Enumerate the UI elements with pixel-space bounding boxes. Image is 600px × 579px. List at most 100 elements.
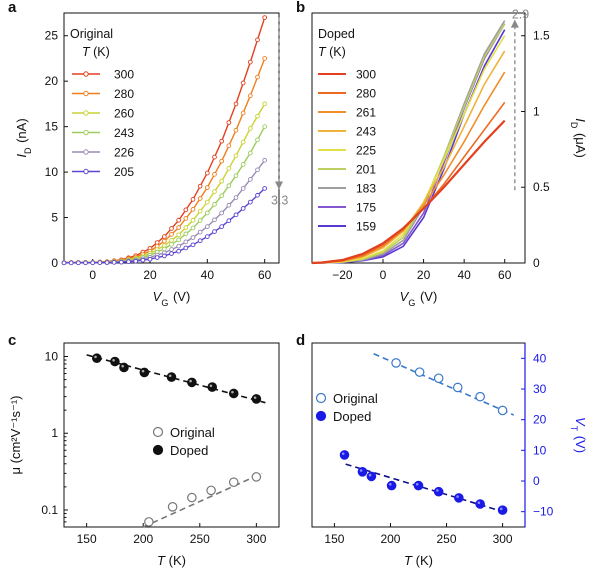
data-point-205 — [204, 234, 210, 239]
data-point-highlight — [121, 364, 124, 368]
x-tick-label: −20 — [332, 268, 353, 282]
xlabel-unit: (V) — [416, 289, 437, 304]
y-tick-label: 15 — [45, 120, 59, 134]
legend-marker-226 — [83, 149, 89, 155]
data-point-243 — [240, 162, 246, 167]
data-point-205 — [83, 260, 88, 266]
data-point-300 — [219, 138, 225, 144]
data-point-205 — [176, 248, 182, 254]
data-point-260 — [183, 225, 189, 230]
panel-c-xlabel: T (K) — [157, 553, 186, 568]
data-point-280 — [204, 185, 210, 190]
data-point-205 — [104, 260, 110, 265]
data-point-300 — [247, 59, 253, 65]
data-point-Doped — [357, 466, 368, 477]
ratio-arrow-head — [275, 181, 283, 190]
data-point-280 — [190, 207, 196, 212]
data-point-highlight — [388, 483, 392, 486]
data-point-highlight — [253, 396, 257, 399]
data-point-Original — [187, 492, 197, 503]
panel-letter-d: d — [296, 332, 305, 349]
data-point-205 — [126, 259, 131, 265]
legend-title-unit: (K) — [90, 45, 110, 59]
data-point-260 — [190, 217, 196, 223]
data-point-280 — [255, 74, 260, 80]
data-point-243 — [233, 173, 239, 179]
data-point-243 — [169, 242, 174, 247]
ylabel-unit: (μA) — [573, 129, 588, 157]
data-point-Doped — [92, 353, 102, 364]
data-point-Doped — [187, 377, 197, 388]
data-point-243 — [190, 225, 196, 231]
x-tick-label: 200 — [380, 532, 400, 546]
data-point-highlight — [436, 489, 439, 492]
y-tick-label: 0.5 — [533, 180, 550, 194]
data-point-205 — [190, 242, 196, 248]
panel-a-legend-title: T (K) — [82, 45, 110, 59]
panel-b-axes: −20 0 20 40 60 0 0.5 1 1.5 — [332, 29, 550, 282]
x-tick-label: 250 — [437, 532, 457, 546]
data-point-260 — [169, 237, 174, 243]
data-point-205 — [226, 218, 232, 224]
data-point-280 — [169, 232, 174, 237]
panel-a-series — [61, 15, 268, 266]
data-point-300 — [262, 15, 268, 20]
data-point-260 — [226, 166, 232, 171]
legend-label-Original: Original — [170, 425, 215, 440]
x-tick-label: 150 — [324, 532, 344, 546]
data-point-Doped — [366, 471, 377, 482]
ratio-annotation: 3.3 — [271, 193, 288, 207]
data-point-205 — [212, 229, 217, 234]
data-point-Doped — [433, 486, 444, 497]
y-tick-label: −10 — [533, 505, 554, 519]
data-point-280 — [176, 225, 182, 230]
data-point-highlight — [359, 469, 363, 472]
data-point-243 — [212, 202, 217, 207]
data-point-260 — [219, 178, 225, 184]
data-point-226 — [262, 157, 268, 163]
x-tick-label: 300 — [493, 532, 513, 546]
data-point-Original — [228, 477, 239, 488]
y-tick-label: 1 — [533, 104, 540, 118]
data-point-300 — [169, 226, 174, 231]
panel-d-axes: 150 200 250 300 −10 0 10 20 30 40 — [324, 343, 554, 546]
data-point-226 — [226, 202, 232, 208]
data-point-226 — [197, 229, 203, 235]
data-point-280 — [233, 127, 239, 133]
data-point-Doped — [110, 356, 120, 367]
data-point-Doped — [386, 480, 397, 491]
data-point-205 — [169, 251, 174, 256]
ylabel-var: I — [14, 154, 29, 158]
data-point-226 — [240, 186, 246, 191]
data-point-260 — [247, 126, 253, 131]
x-tick-label: 60 — [498, 268, 512, 282]
data-point-280 — [226, 143, 232, 149]
data-point-Doped — [166, 372, 177, 382]
data-point-226 — [169, 247, 174, 252]
panel-b-series — [311, 20, 506, 265]
data-point-260 — [255, 113, 260, 119]
data-point-226 — [255, 167, 260, 173]
data-point-300 — [190, 197, 196, 202]
data-point-Doped — [339, 450, 350, 460]
x-tick-label: 250 — [190, 532, 210, 546]
data-point-highlight — [141, 369, 145, 373]
data-point-280 — [183, 216, 189, 221]
data-point-highlight — [112, 358, 115, 362]
data-point-300 — [197, 183, 203, 189]
data-point-260 — [197, 208, 203, 214]
data-point-243 — [226, 183, 232, 189]
data-point-205 — [262, 186, 268, 191]
data-point-Doped — [251, 394, 262, 404]
data-point-Doped — [228, 388, 239, 399]
legend-label-243: 243 — [356, 125, 376, 139]
data-point-243 — [204, 210, 210, 216]
data-point-205 — [118, 259, 124, 265]
data-point-205 — [61, 260, 67, 266]
data-point-Original — [206, 485, 216, 496]
y-tick-label: 0 — [533, 474, 540, 488]
data-point-226 — [176, 243, 182, 249]
data-point-205 — [111, 260, 117, 265]
data-point-280 — [247, 93, 253, 99]
